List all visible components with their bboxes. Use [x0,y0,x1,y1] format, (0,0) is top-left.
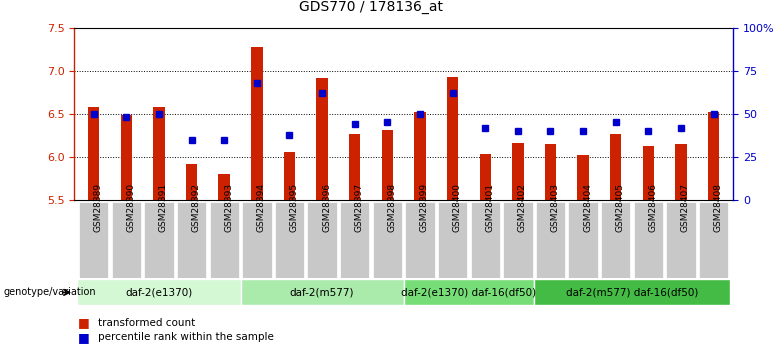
Bar [284,152,295,200]
Text: ■: ■ [78,331,90,344]
Text: GSM28404: GSM28404 [583,184,592,232]
Bar [601,202,630,278]
Text: daf-2(e1370): daf-2(e1370) [126,287,193,297]
Bar [503,202,533,278]
Bar [210,202,239,278]
Bar [675,144,686,200]
Text: genotype/variation: genotype/variation [4,287,97,297]
Text: GSM28400: GSM28400 [452,184,462,233]
Text: GSM28407: GSM28407 [681,184,690,233]
Bar [251,47,263,200]
Bar [470,202,500,278]
Text: GSM28392: GSM28392 [192,184,200,233]
Text: GSM28399: GSM28399 [420,183,429,233]
Bar [340,202,370,278]
Text: GSM28398: GSM28398 [388,183,396,233]
Bar [373,202,402,278]
Text: daf-2(m577) daf-16(df50): daf-2(m577) daf-16(df50) [566,287,698,297]
Text: GSM28395: GSM28395 [289,183,299,233]
Bar [666,202,696,278]
Text: GSM28389: GSM28389 [94,183,103,233]
Bar [699,202,729,278]
Bar [242,202,271,278]
Bar [643,146,654,200]
Bar [240,279,403,305]
Bar [610,134,622,200]
Bar [447,77,459,200]
Bar [121,115,132,200]
Text: ■: ■ [78,316,90,329]
Bar [79,202,108,278]
Bar [112,202,141,278]
Text: transformed count: transformed count [98,318,195,327]
Bar [536,202,566,278]
Bar [414,112,426,200]
Bar [77,279,240,305]
Bar [153,107,165,200]
Bar [569,202,597,278]
Bar [534,279,730,305]
Bar [512,143,523,200]
Text: GSM28391: GSM28391 [159,183,168,233]
Text: GSM28397: GSM28397 [355,183,363,233]
Bar [307,202,337,278]
Bar [406,202,434,278]
Text: GDS770 / 178136_at: GDS770 / 178136_at [299,0,443,14]
Bar [186,164,197,200]
Text: percentile rank within the sample: percentile rank within the sample [98,333,273,342]
Bar [633,202,663,278]
Text: GSM28396: GSM28396 [322,183,331,233]
Text: GSM28403: GSM28403 [551,184,559,233]
Text: GSM28405: GSM28405 [615,184,625,233]
Bar [577,155,589,200]
Text: daf-2(m577): daf-2(m577) [290,287,354,297]
Bar [708,112,719,200]
Bar [317,78,328,200]
Text: GSM28401: GSM28401 [485,184,495,233]
Text: GSM28402: GSM28402 [518,184,527,232]
Bar [349,134,360,200]
Bar [403,279,534,305]
Bar [177,202,206,278]
Text: GSM28390: GSM28390 [126,183,135,233]
Text: GSM28406: GSM28406 [648,184,658,233]
Bar [88,107,99,200]
Bar [438,202,467,278]
Bar [381,130,393,200]
Text: GSM28394: GSM28394 [257,184,266,233]
Bar [275,202,304,278]
Bar [544,144,556,200]
Bar [144,202,174,278]
Text: GSM28393: GSM28393 [224,183,233,233]
Bar [218,174,230,200]
Text: daf-2(e1370) daf-16(df50): daf-2(e1370) daf-16(df50) [402,287,537,297]
Bar [480,154,491,200]
Text: GSM28408: GSM28408 [714,184,722,233]
